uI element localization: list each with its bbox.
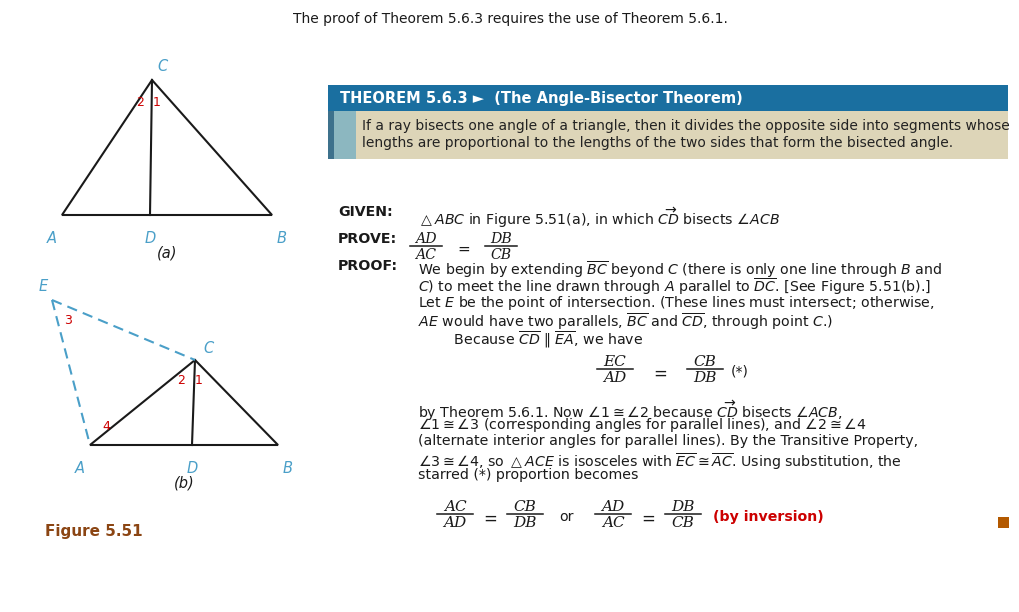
Text: AD: AD	[443, 516, 466, 530]
Text: A: A	[75, 461, 85, 476]
Text: lengths are proportional to the lengths of the two sides that form the bisected : lengths are proportional to the lengths …	[362, 136, 952, 150]
Bar	[328, 111, 1007, 159]
Text: CB: CB	[693, 354, 715, 368]
Text: (b): (b)	[173, 475, 195, 490]
Text: or: or	[559, 510, 574, 524]
Text: D: D	[145, 231, 156, 246]
Text: AD: AD	[603, 370, 626, 384]
Bar	[328, 85, 1007, 111]
Text: $\angle 3 \cong \angle 4$, so $\triangle ACE$ is isosceles with $\overline{EC} \: $\angle 3 \cong \angle 4$, so $\triangle…	[418, 451, 901, 471]
Text: A: A	[47, 231, 57, 246]
Text: (*): (*)	[731, 365, 748, 378]
Text: GIVEN:: GIVEN:	[337, 205, 392, 219]
Text: Because $\overline{CD}$ $\|$ $\overline{EA}$, we have: Because $\overline{CD}$ $\|$ $\overline{…	[418, 329, 643, 349]
Text: =: =	[652, 365, 666, 382]
Bar	[328, 111, 356, 159]
Text: DB: DB	[513, 516, 536, 530]
Text: 2: 2	[177, 374, 184, 387]
Text: $\angle 1 \cong \angle 3$ (corresponding angles for parallel lines), and $\angle: $\angle 1 \cong \angle 3$ (corresponding…	[418, 416, 866, 434]
Text: The proof of Theorem 5.6.3 requires the use of Theorem 5.6.1.: The proof of Theorem 5.6.3 requires the …	[292, 12, 727, 26]
Text: 2: 2	[136, 96, 144, 109]
Text: =: =	[458, 242, 470, 257]
Text: C: C	[157, 59, 167, 74]
Text: Let $E$ be the point of intersection. (These lines must intersect; otherwise,: Let $E$ be the point of intersection. (T…	[418, 294, 933, 312]
Text: $\triangle ABC$ in Figure 5.51(a), in which $\overrightarrow{CD}$ bisects $\angl: $\triangle ABC$ in Figure 5.51(a), in wh…	[418, 205, 780, 230]
Text: THEOREM 5.6.3 ►  (The Angle-Bisector Theorem): THEOREM 5.6.3 ► (The Angle-Bisector Theo…	[339, 91, 742, 105]
Text: AC: AC	[601, 516, 624, 530]
Text: =: =	[640, 510, 654, 528]
Text: AC: AC	[415, 248, 436, 262]
Text: 4: 4	[102, 420, 110, 433]
Text: Figure 5.51: Figure 5.51	[45, 524, 143, 539]
Bar	[997, 517, 1008, 528]
Text: (a): (a)	[157, 245, 177, 260]
Text: by Theorem 5.6.1. Now $\angle 1 \cong \angle 2$ because $\overrightarrow{CD}$ bi: by Theorem 5.6.1. Now $\angle 1 \cong \a…	[418, 398, 842, 424]
Text: AD: AD	[415, 232, 436, 246]
Text: We begin by extending $\overline{BC}$ beyond $C$ (there is only one line through: We begin by extending $\overline{BC}$ be…	[418, 259, 942, 280]
Text: PROOF:: PROOF:	[337, 259, 397, 273]
Text: 3: 3	[64, 314, 72, 327]
Text: DB: DB	[490, 232, 512, 246]
Text: B: B	[282, 461, 292, 476]
Text: AD: AD	[601, 500, 624, 514]
Text: $AE$ would have two parallels, $\overline{BC}$ and $\overline{CD}$, through poin: $AE$ would have two parallels, $\overlin…	[418, 312, 833, 332]
Text: (alternate interior angles for parallel lines). By the Transitive Property,: (alternate interior angles for parallel …	[418, 433, 917, 447]
Text: 1: 1	[195, 374, 203, 387]
Text: D: D	[186, 461, 198, 476]
Text: (by inversion): (by inversion)	[712, 510, 823, 524]
Text: EC: EC	[603, 354, 626, 368]
Text: 1: 1	[153, 96, 161, 109]
Text: AC: AC	[443, 500, 466, 514]
Text: =: =	[483, 510, 496, 528]
Text: E: E	[39, 279, 48, 294]
Text: DB: DB	[671, 500, 694, 514]
Text: B: B	[277, 231, 286, 246]
Text: starred (*) proportion becomes: starred (*) proportion becomes	[418, 469, 638, 482]
Text: C: C	[203, 341, 213, 356]
Bar	[328, 111, 333, 159]
Text: DB: DB	[693, 370, 716, 384]
Text: CB: CB	[671, 516, 694, 530]
Text: CB: CB	[513, 500, 536, 514]
Text: If a ray bisects one angle of a triangle, then it divides the opposite side into: If a ray bisects one angle of a triangle…	[362, 119, 1009, 133]
Text: $C$) to meet the line drawn through $A$ parallel to $\overline{DC}$. [See Figure: $C$) to meet the line drawn through $A$ …	[418, 277, 930, 297]
Text: PROVE:: PROVE:	[337, 232, 396, 246]
Text: CB: CB	[490, 248, 512, 262]
